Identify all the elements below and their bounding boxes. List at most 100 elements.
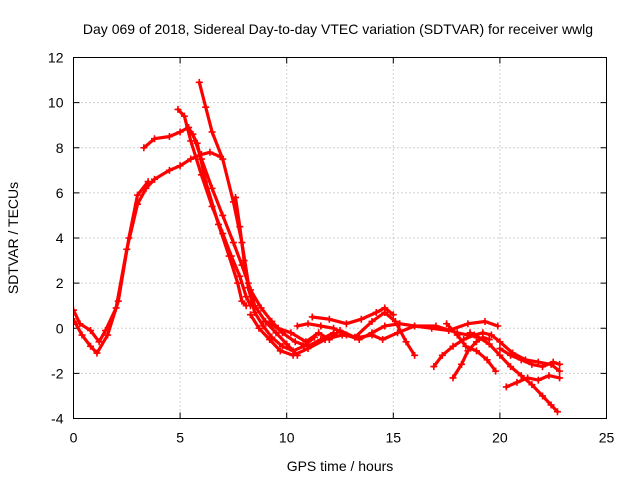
data-point (381, 304, 389, 312)
data-point (396, 320, 404, 328)
data-point (485, 340, 493, 348)
data-point (87, 342, 95, 350)
data-point (342, 331, 350, 339)
data-point (487, 331, 495, 339)
data-point (219, 155, 227, 163)
data-point (234, 279, 242, 287)
data-point (472, 347, 480, 355)
y-tick-label: 10 (48, 95, 64, 111)
data-point (317, 322, 325, 330)
data-point (174, 105, 182, 113)
data-point (483, 356, 491, 364)
data-point (189, 130, 197, 138)
series-group (73, 78, 564, 416)
data-point (251, 308, 259, 316)
data-point (197, 155, 205, 163)
data-point (368, 317, 376, 325)
series-track (232, 193, 318, 355)
series-track (73, 178, 152, 357)
data-point (308, 313, 316, 321)
data-point (289, 351, 297, 359)
data-point (176, 128, 184, 136)
data-point (556, 360, 564, 368)
data-point (528, 360, 536, 368)
data-point (219, 229, 227, 237)
x-tick-label: 15 (386, 430, 402, 446)
data-point (475, 333, 483, 341)
data-point (208, 128, 216, 136)
data-point (556, 367, 564, 375)
data-point (257, 304, 265, 312)
data-point (236, 272, 244, 280)
series-track (466, 329, 561, 416)
data-point (73, 317, 79, 325)
data-point (125, 234, 133, 242)
y-tick-label: 0 (56, 320, 64, 336)
data-point (278, 342, 286, 350)
y-tick-label: 4 (56, 230, 64, 246)
data-point (481, 317, 489, 325)
chart-title: Day 069 of 2018, Sidereal Day-to-day VTE… (83, 21, 593, 37)
data-point (556, 374, 564, 382)
data-point (144, 178, 152, 186)
data-point (140, 144, 148, 152)
data-point (545, 372, 553, 380)
data-point (272, 329, 280, 337)
y-tick-label: -2 (51, 365, 64, 381)
data-point (206, 148, 214, 156)
data-point (244, 284, 252, 292)
series-track (308, 304, 397, 328)
data-point (259, 322, 267, 330)
data-point (528, 381, 536, 389)
data-point (517, 372, 525, 380)
data-point (428, 324, 436, 332)
data-point (202, 103, 210, 111)
y-tick-label: 8 (56, 140, 64, 156)
data-point (300, 342, 308, 350)
data-point (229, 239, 237, 247)
series-track (449, 333, 493, 382)
data-point (255, 324, 263, 332)
data-point (261, 317, 269, 325)
data-point (539, 392, 547, 400)
data-point (372, 308, 380, 316)
data-point (325, 336, 333, 344)
data-point (464, 320, 472, 328)
data-point (266, 336, 274, 344)
data-point (549, 358, 557, 366)
series-track (293, 317, 502, 344)
data-point (219, 211, 227, 219)
series-track (496, 345, 564, 371)
data-point (430, 363, 438, 371)
series-line (468, 331, 560, 414)
data-point (553, 408, 561, 416)
axis-ticks: 0 5 10 15 20 25 -4 -2 0 2 4 6 8 10 12 (48, 50, 615, 446)
x-tick-label: 0 (70, 430, 78, 446)
data-point (411, 351, 419, 359)
data-point (93, 349, 101, 357)
data-point (464, 347, 472, 355)
data-point (104, 331, 112, 339)
data-point (232, 193, 240, 201)
data-point (197, 171, 205, 179)
data-point (227, 252, 235, 260)
data-point (342, 320, 350, 328)
data-point (176, 162, 184, 170)
data-point (87, 327, 95, 335)
data-point (276, 347, 284, 355)
data-point (187, 137, 195, 145)
data-point (507, 363, 515, 371)
plot-frame (73, 57, 607, 419)
x-tick-label: 25 (599, 430, 615, 446)
data-point (187, 155, 195, 163)
data-point (293, 322, 301, 330)
y-tick-label: 12 (48, 50, 64, 66)
data-point (462, 342, 470, 350)
series-track (502, 372, 564, 391)
x-tick-label: 20 (492, 430, 508, 446)
data-point (496, 345, 504, 353)
data-point (208, 202, 216, 210)
data-point (496, 351, 504, 359)
data-point (287, 329, 295, 337)
